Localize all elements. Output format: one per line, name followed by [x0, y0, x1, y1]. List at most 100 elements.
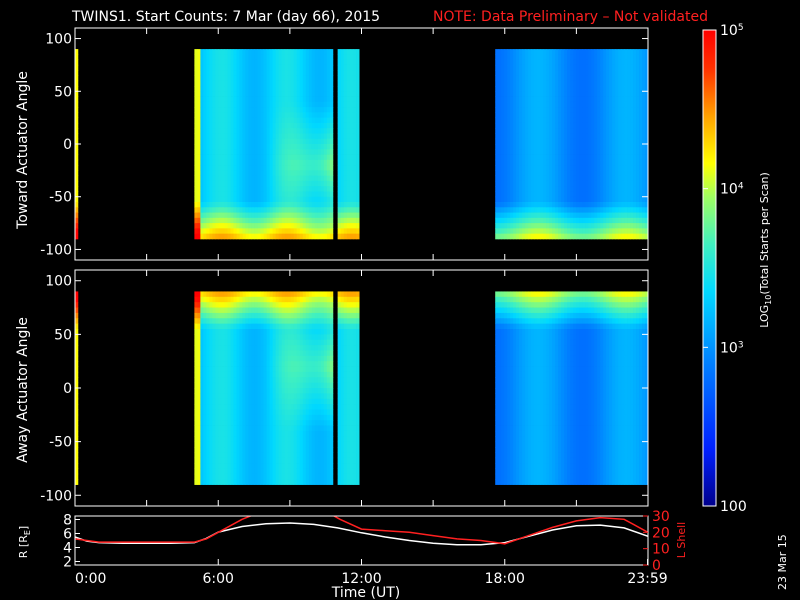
heatmap-cell: [320, 49, 325, 55]
heatmap-cell: [308, 128, 313, 134]
heatmap-cell: [516, 49, 520, 55]
heatmap-cell: [582, 154, 586, 161]
heatmap-cell: [323, 101, 328, 108]
heatmap-cell: [75, 228, 77, 235]
heatmap-cell: [597, 170, 601, 177]
heatmap-cell: [215, 318, 219, 325]
heatmap-cell: [215, 138, 219, 145]
heatmap-cell: [606, 144, 610, 150]
heatmap-cell: [206, 212, 210, 219]
heatmap-cell: [305, 86, 310, 92]
heatmap-cell: [606, 175, 610, 182]
heatmap-cell: [76, 196, 79, 203]
heatmap-cell: [579, 154, 583, 161]
heatmap-cell: [305, 180, 310, 187]
heatmap-cell: [76, 393, 79, 400]
heatmap-cell: [555, 202, 559, 208]
heatmap-cell: [317, 191, 322, 198]
heatmap-cell: [305, 159, 310, 166]
heatmap-cell: [221, 420, 225, 426]
heatmap-cell: [555, 117, 559, 124]
heatmap-cell: [531, 70, 535, 76]
heatmap-cell: [591, 112, 595, 119]
heatmap-cell: [236, 388, 240, 394]
heatmap-cell: [251, 457, 255, 464]
heatmap-cell: [320, 159, 325, 166]
heatmap-cell: [215, 54, 219, 61]
heatmap-cell: [200, 196, 204, 203]
heatmap-cell: [215, 468, 219, 475]
heatmap-cell: [221, 70, 225, 76]
heatmap-cell: [636, 202, 640, 208]
heatmap-cell: [290, 223, 295, 229]
heatmap-cell: [230, 54, 234, 61]
heatmap-cell: [287, 70, 292, 76]
heatmap-cell: [519, 138, 523, 145]
heatmap-cell: [206, 307, 210, 314]
heatmap-cell: [75, 463, 77, 469]
heatmap-cell: [546, 59, 550, 66]
heatmap-cell: [314, 54, 319, 61]
heatmap-cell: [308, 186, 313, 192]
heatmap-cell: [337, 217, 342, 224]
heatmap-cell: [75, 191, 77, 198]
heatmap-cell: [558, 96, 562, 103]
heatmap-cell: [546, 107, 550, 113]
heatmap-cell: [263, 212, 268, 219]
heatmap-cell: [618, 54, 622, 61]
heatmap-cell: [203, 302, 207, 308]
heatmap-cell: [549, 223, 553, 229]
heatmap-cell: [510, 186, 514, 192]
heatmap-cell: [615, 144, 619, 150]
heatmap-cell: [597, 186, 601, 192]
heatmap-cell: [555, 212, 559, 219]
heatmap-cell: [570, 154, 574, 161]
heatmap-cell: [224, 318, 228, 325]
heatmap-cell: [346, 80, 351, 87]
heatmap-cell: [495, 91, 499, 97]
heatmap-cell: [525, 70, 529, 76]
heatmap-cell: [630, 117, 634, 124]
heatmap-cell: [221, 318, 225, 325]
heatmap-cell: [498, 70, 502, 76]
heatmap-cell: [537, 101, 541, 108]
heatmap-cell: [75, 101, 77, 108]
heatmap-cell: [591, 159, 595, 166]
heatmap-cell: [245, 323, 249, 330]
heatmap-cell: [528, 207, 532, 213]
heatmap-cell: [576, 159, 580, 166]
heatmap-cell: [305, 80, 310, 87]
heatmap-cell: [227, 49, 231, 55]
heatmap-cell: [278, 196, 283, 203]
heatmap-cell: [516, 223, 520, 229]
heatmap-cell: [352, 186, 357, 192]
heatmap-cell: [507, 80, 511, 87]
heatmap-cell: [260, 59, 265, 66]
heatmap-cell: [329, 80, 334, 87]
heatmap-cell: [245, 233, 249, 240]
heatmap-cell: [248, 175, 252, 182]
heatmap-cell: [254, 101, 258, 108]
heatmap-cell: [251, 228, 255, 235]
heatmap-cell: [290, 186, 295, 192]
heatmap-cell: [236, 339, 240, 346]
heatmap-cell: [540, 59, 544, 66]
heatmap-cell: [269, 54, 274, 61]
heatmap-cell: [618, 228, 622, 235]
heatmap-cell: [218, 133, 222, 140]
heatmap-cell: [573, 91, 577, 97]
heatmap-cell: [528, 170, 532, 177]
heatmap-cell: [636, 233, 640, 240]
heatmap-cell: [239, 463, 243, 469]
heatmap-cell: [269, 479, 274, 485]
heatmap-cell: [540, 64, 544, 71]
heatmap-cell: [209, 312, 213, 319]
heatmap-cell: [600, 202, 604, 208]
heatmap-cell: [251, 479, 255, 485]
heatmap-cell: [209, 107, 213, 113]
heatmap-cell: [570, 112, 574, 119]
heatmap-cell: [633, 64, 637, 71]
heatmap-cell: [251, 49, 255, 55]
heatmap-cell: [275, 212, 280, 219]
heatmap-cell: [287, 196, 292, 203]
